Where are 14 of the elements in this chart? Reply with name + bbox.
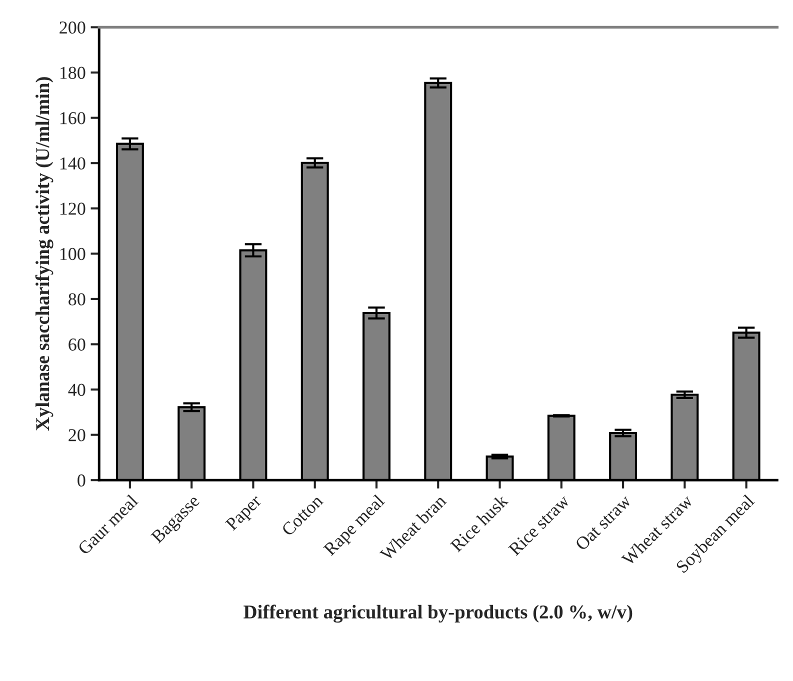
- x-tick-label: Rice husk: [449, 493, 509, 553]
- y-tick-label: 140: [60, 157, 86, 170]
- y-tick-label: 20: [68, 429, 86, 442]
- y-tick-label: 40: [68, 384, 86, 396]
- x-axis-title: Different agricultural by-products (2.0 %, w/v): [244, 604, 632, 623]
- y-axis-title: Xylanase saccharifying activity (U/ml/min): [35, 77, 54, 431]
- y-tick-label: 0: [78, 474, 86, 487]
- y-tick-label: 160: [60, 112, 86, 124]
- y-tick-label: 80: [68, 293, 86, 306]
- y-tick-label: 120: [60, 202, 86, 215]
- y-tick-label: 100: [60, 248, 86, 260]
- y-tick-label: 200: [60, 21, 86, 34]
- y-tick-label: 60: [68, 338, 86, 351]
- y-tick-label: 180: [60, 66, 86, 79]
